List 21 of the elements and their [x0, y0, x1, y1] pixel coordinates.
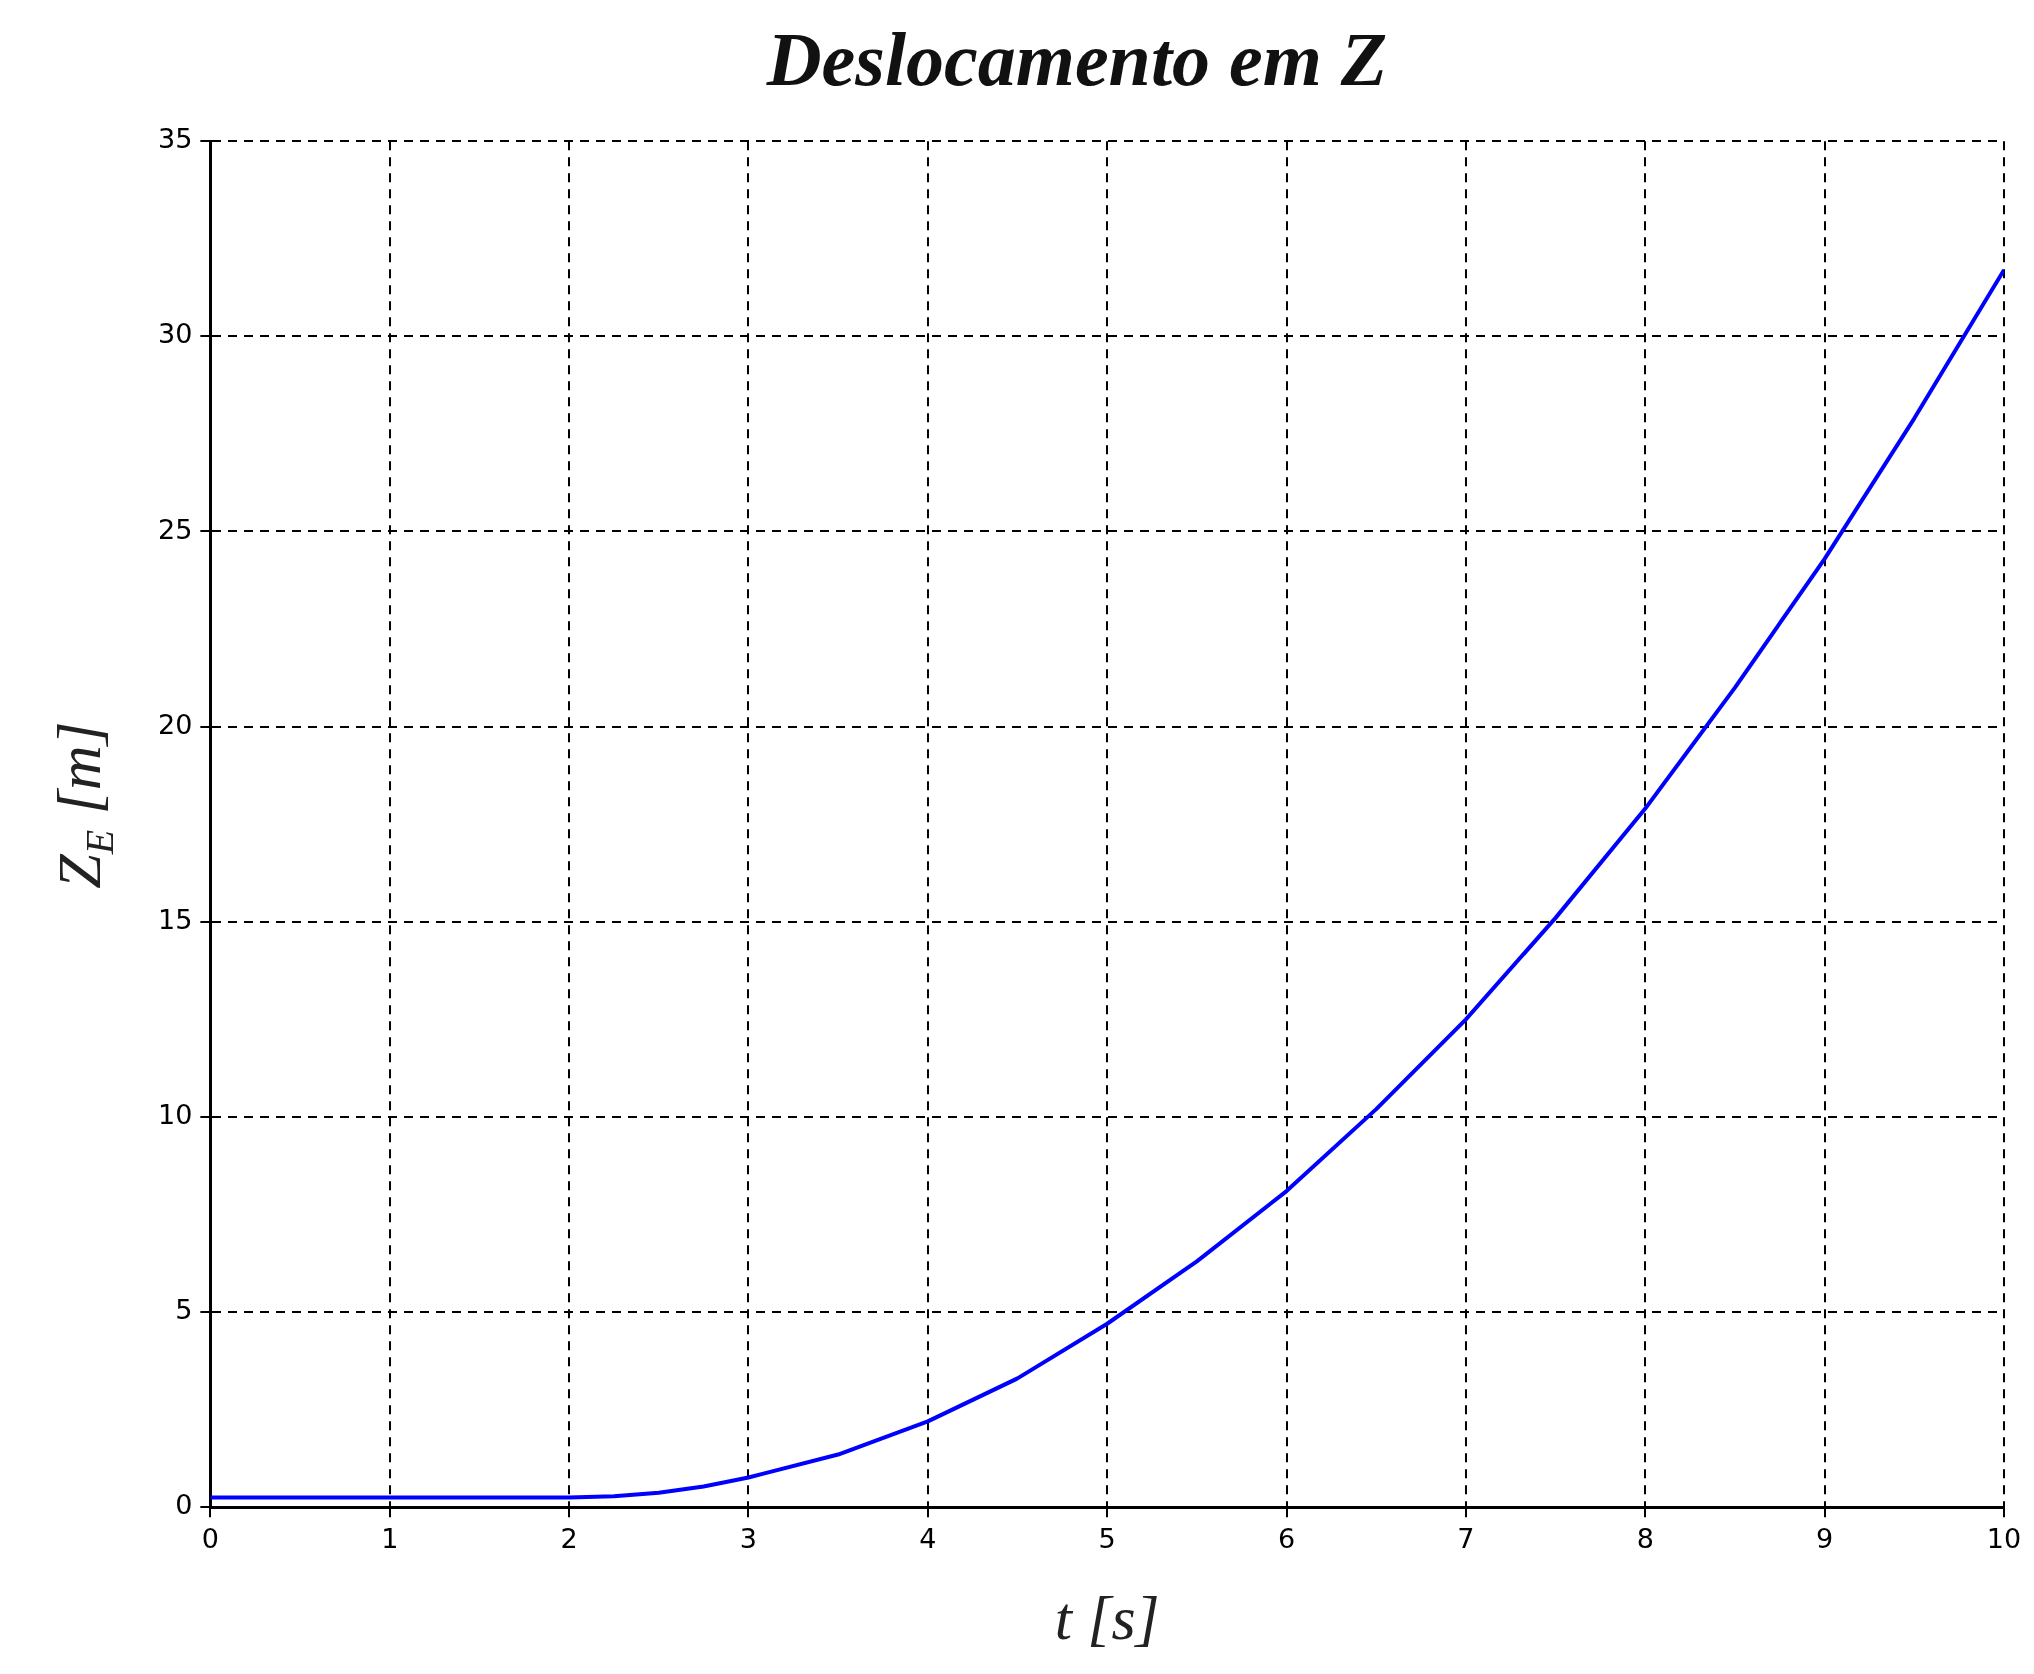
- x-tick-label: 5: [1098, 1523, 1116, 1555]
- x-tick-label: 3: [739, 1523, 758, 1555]
- x-tick-label: 2: [560, 1523, 578, 1555]
- x-tick-label: 0: [201, 1523, 219, 1555]
- x-tick-label: 6: [1277, 1523, 1296, 1555]
- y-tick-label: 35: [158, 123, 193, 155]
- x-tick-label: 4: [919, 1523, 937, 1555]
- y-tick-label: 15: [158, 903, 193, 935]
- y-tick-label: 10: [158, 1098, 193, 1130]
- x-tick-label: 1: [381, 1523, 399, 1555]
- x-axis-title: t [s]: [1054, 1584, 1160, 1653]
- y-tick-label: 0: [175, 1489, 193, 1521]
- x-tick-label: 8: [1636, 1523, 1654, 1555]
- x-tick-label: 7: [1457, 1523, 1475, 1555]
- chart-title: Deslocamento em Z: [765, 17, 1388, 102]
- x-tick-label: 10: [1986, 1523, 2022, 1555]
- y-tick-label: 30: [158, 318, 193, 350]
- y-tick-label: 5: [175, 1294, 193, 1326]
- y-tick-label: 25: [158, 513, 193, 545]
- y-tick-label: 20: [158, 708, 193, 740]
- x-tick-label: 9: [1816, 1523, 1834, 1555]
